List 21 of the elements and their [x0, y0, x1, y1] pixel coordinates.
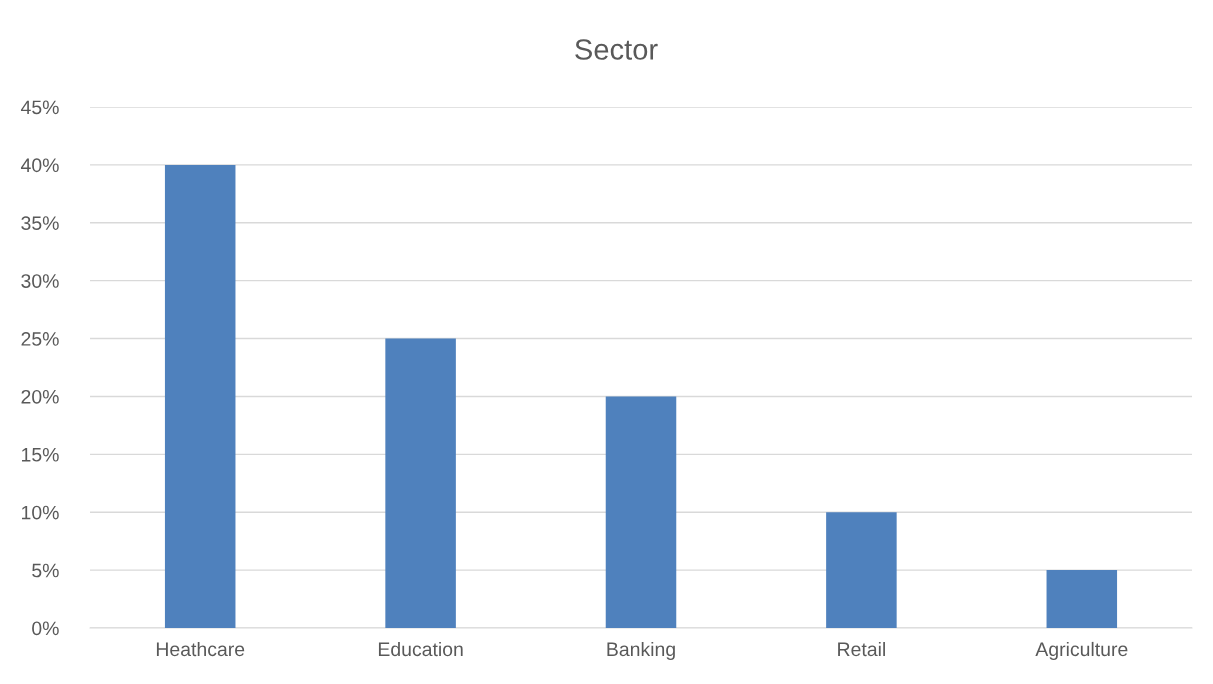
y-tick-label: 25%	[21, 332, 59, 346]
y-tick-label: 40%	[20, 158, 59, 173]
x-tick-label: Banking	[607, 641, 675, 661]
bar	[1046, 570, 1118, 628]
y-tick-label: 15%	[22, 447, 59, 462]
bar	[164, 164, 236, 628]
y-tick-label: 0%	[32, 621, 59, 636]
x-tick-label: Agriculture	[1035, 641, 1128, 661]
y-tick-label: 30%	[21, 274, 59, 288]
y-tick-label: 45%	[20, 100, 59, 115]
y-tick-label: 35%	[21, 216, 59, 231]
bar	[605, 396, 677, 628]
y-tick-label: 10%	[22, 505, 59, 520]
bar	[385, 338, 456, 628]
chart-title: Sector	[575, 39, 658, 60]
x-tick-label: Heathcare	[156, 641, 245, 657]
x-tick-label: Retail	[838, 641, 885, 657]
y-tick-label: 5%	[32, 563, 59, 578]
bar	[826, 512, 897, 628]
y-tick-label: 20%	[21, 389, 59, 404]
x-tick-label: Education	[378, 641, 463, 657]
